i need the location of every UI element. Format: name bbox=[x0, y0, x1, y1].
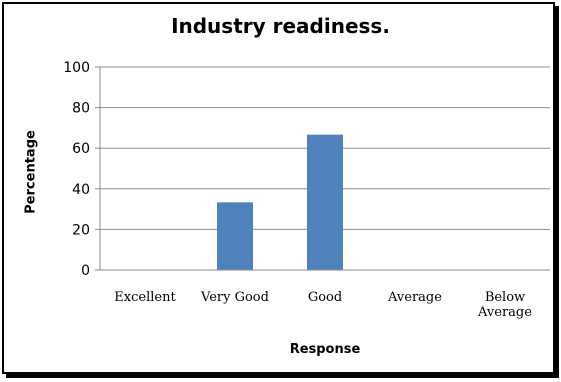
bar-very-good bbox=[217, 202, 253, 270]
y-tick-label: 40 bbox=[72, 182, 90, 198]
y-ticks: 0 20 40 60 80 100 bbox=[63, 60, 90, 279]
chart-title: Industry readiness. bbox=[171, 14, 390, 38]
axes bbox=[95, 66, 550, 271]
x-axis-label: Response bbox=[289, 342, 361, 357]
x-tick-label: Excellent bbox=[114, 290, 176, 305]
x-tick-label: Very Good bbox=[200, 290, 269, 305]
y-tick-label: 60 bbox=[72, 141, 90, 157]
x-tick-label: Average bbox=[387, 290, 442, 305]
x-tick-label: Good bbox=[308, 290, 342, 305]
x-ticks: Excellent Very Good Good Average Below Averag… bbox=[114, 290, 532, 320]
gridlines bbox=[100, 66, 550, 230]
y-tick-label: 80 bbox=[72, 101, 90, 117]
x-tick-label: Below Average bbox=[477, 290, 532, 320]
bars bbox=[217, 134, 343, 270]
bar-good bbox=[307, 134, 343, 270]
chart-frame bbox=[2, 2, 555, 374]
y-tick-label: 20 bbox=[72, 222, 90, 238]
y-tick-label: 0 bbox=[81, 263, 90, 279]
y-tick-label: 100 bbox=[63, 60, 90, 76]
